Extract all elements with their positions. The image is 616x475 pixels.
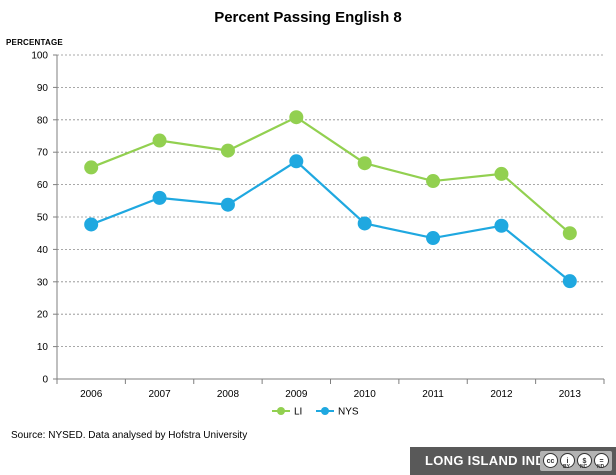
x-tick-label: 2008 [217,389,240,400]
y-tick-label: 60 [37,180,49,191]
data-point-li [152,133,167,148]
legend: LI NYS [272,407,359,418]
nd-label: ND [597,464,605,470]
cc-icon: cc [543,453,558,468]
data-point-nys [357,216,372,231]
x-tick-label: 2011 [422,389,444,400]
x-tick-label: 2010 [354,389,377,400]
creative-commons-icon: cc i $ = BY NC ND [540,451,612,471]
data-point-li [562,226,577,241]
data-point-li [357,156,372,171]
legend-marker-li [277,407,285,415]
data-point-nys [152,190,167,205]
footer-banner: LONG ISLAND INDEX cc i $ = BY NC ND [410,447,616,475]
gridlines [57,54,604,348]
data-point-nys [84,217,99,232]
y-tick-label: 0 [42,375,48,386]
x-tick-label: 2012 [490,389,513,400]
legend-label-nys: NYS [338,407,359,418]
y-tick-label: 40 [37,245,49,256]
series-line-nys [90,159,571,283]
nd-icon: = [594,453,609,468]
data-point-nys [562,274,577,289]
nc-label: NC [580,464,588,470]
y-tick-label: 20 [37,310,49,321]
data-point-li [289,110,304,125]
data-point-nys [289,154,304,169]
x-tick-label: 2013 [559,389,582,400]
data-point-li [494,166,509,181]
legend-marker-nys [321,407,329,415]
y-tick-label: 100 [31,51,48,62]
data-point-nys [220,197,235,212]
chart-title: Percent Passing English 8 [214,9,402,26]
nc-icon: $ [577,453,592,468]
x-tick-label: 2007 [148,389,171,400]
y-tick-label: 30 [37,277,49,288]
brand-logo-text: LONG ISLAND INDEX [425,453,563,468]
by-label: BY [563,464,570,470]
by-icon: i [560,453,575,468]
y-tick-label: 90 [37,83,49,94]
series-line-li [90,115,571,235]
axes [53,54,605,384]
data-point-li [426,174,441,189]
y-tick-labels: 0 10 20 30 40 50 60 70 80 90 100 [31,51,48,386]
y-tick-label: 50 [37,213,49,224]
x-tick-labels: 2006 2007 2008 2009 2010 2011 2012 2013 [80,389,581,400]
legend-label-li: LI [294,407,302,418]
data-point-li [84,160,99,175]
data-point-nys [426,231,441,246]
x-tick-label: 2009 [285,389,308,400]
data-point-li [220,143,235,158]
data-point-nys [494,218,509,233]
y-tick-label: 70 [37,148,49,159]
x-tick-label: 2006 [80,389,103,400]
y-tick-label: 80 [37,115,49,126]
source-note: Source: NYSED. Data analysed by Hofstra … [11,430,248,441]
y-axis-title: PERCENTAGE [6,38,63,47]
series-layer [84,110,577,289]
y-tick-label: 10 [37,342,49,353]
